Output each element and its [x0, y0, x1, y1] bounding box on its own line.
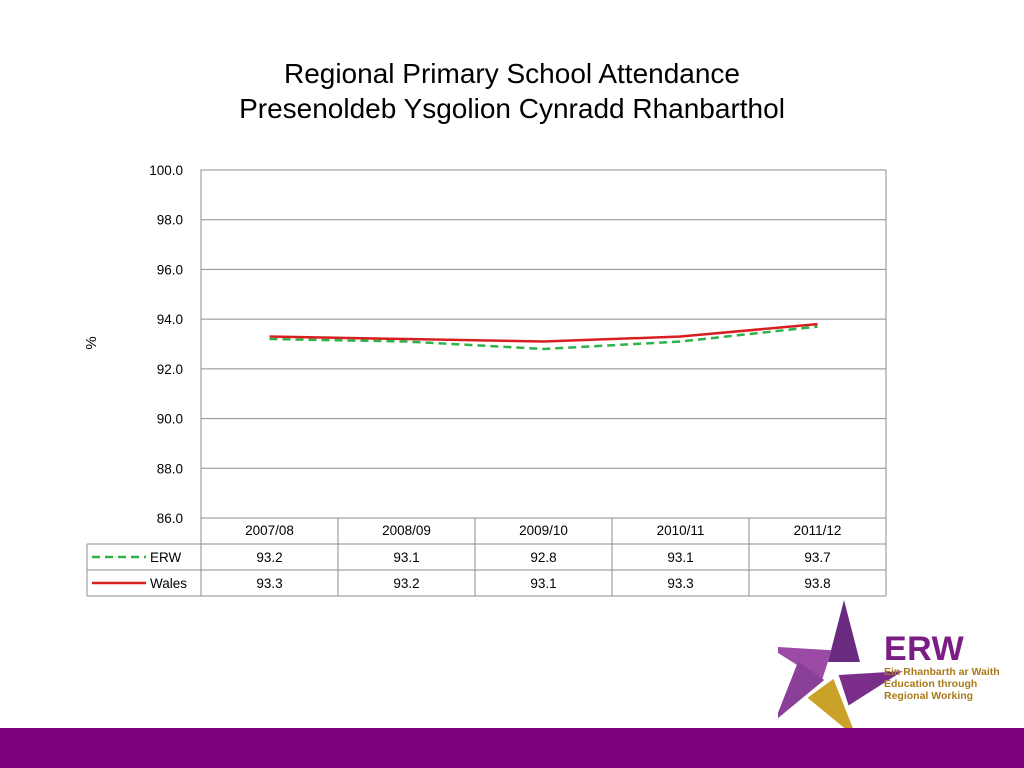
y-tick-label: 88.0: [157, 461, 183, 476]
plot-area-border: [200, 169, 887, 519]
erw-logo-text: ERW Ein Rhanbarth ar Waith Education thr…: [884, 632, 1000, 702]
erw-star-logo-icon: [778, 600, 903, 728]
footer-bar: [0, 728, 1024, 768]
data-value-label: 93.3: [256, 576, 282, 591]
data-value-label: 92.8: [530, 550, 556, 565]
data-value-label: 93.2: [256, 550, 282, 565]
data-value-label: 93.8: [804, 576, 830, 591]
x-category-label: 2009/10: [519, 523, 568, 538]
plot-frame: [200, 169, 887, 519]
legend-label-erw: ERW: [150, 550, 182, 565]
logo-brand: ERW: [884, 630, 965, 668]
title-english: Regional Primary School Attendance: [283, 58, 741, 89]
grid-lines: [201, 169, 886, 519]
data-value-label: 93.1: [530, 576, 556, 591]
x-category-label: 2011/12: [794, 523, 842, 538]
data-value-label: 93.7: [804, 550, 830, 565]
data-value-label: 93.1: [667, 550, 693, 565]
slide-title: Regional Primary School Attendance Prese…: [0, 56, 1024, 126]
series-line-erw: [269, 325, 818, 351]
y-tick-label: 90.0: [157, 412, 183, 427]
x-category-label: 2010/11: [657, 523, 705, 538]
attendance-line-chart: 100.0 98.0 96.0 94.0 92.0 90.0 88.0 86.0 % 2007…: [83, 163, 887, 597]
logo-line-2: Education through: [884, 678, 978, 690]
y-tick-label: 92.0: [157, 362, 183, 377]
title-welsh: Presenoldeb Ysgolion Cynradd Rhanbarthol: [239, 93, 785, 124]
logo-line-1: Ein Rhanbarth ar Waith: [884, 666, 1000, 678]
y-tick-label: 94.0: [157, 312, 183, 327]
y-tick-label: 100.0: [149, 163, 183, 178]
logo-line-3: Regional Working: [884, 690, 974, 702]
y-axis-ticks: 100.0 98.0 96.0 94.0 92.0 90.0 88.0 86.0: [149, 163, 183, 526]
data-value-label: 93.2: [393, 576, 419, 591]
series-lines: [269, 322, 818, 351]
legend-label-wales: Wales: [150, 576, 187, 591]
x-category-label: 2007/08: [245, 523, 294, 538]
data-value-label: 93.3: [667, 576, 693, 591]
y-axis-label: %: [83, 336, 100, 349]
y-tick-label: 98.0: [157, 213, 183, 228]
y-tick-label: 96.0: [157, 262, 183, 277]
y-tick-label: 86.0: [157, 511, 183, 526]
data-table: 2007/08 2008/09 2009/10 2010/11 2011/12 ERW 93…: [86, 517, 887, 597]
data-value-label: 93.1: [393, 550, 419, 565]
x-category-label: 2008/09: [382, 523, 431, 538]
series-line-wales: [269, 322, 818, 343]
